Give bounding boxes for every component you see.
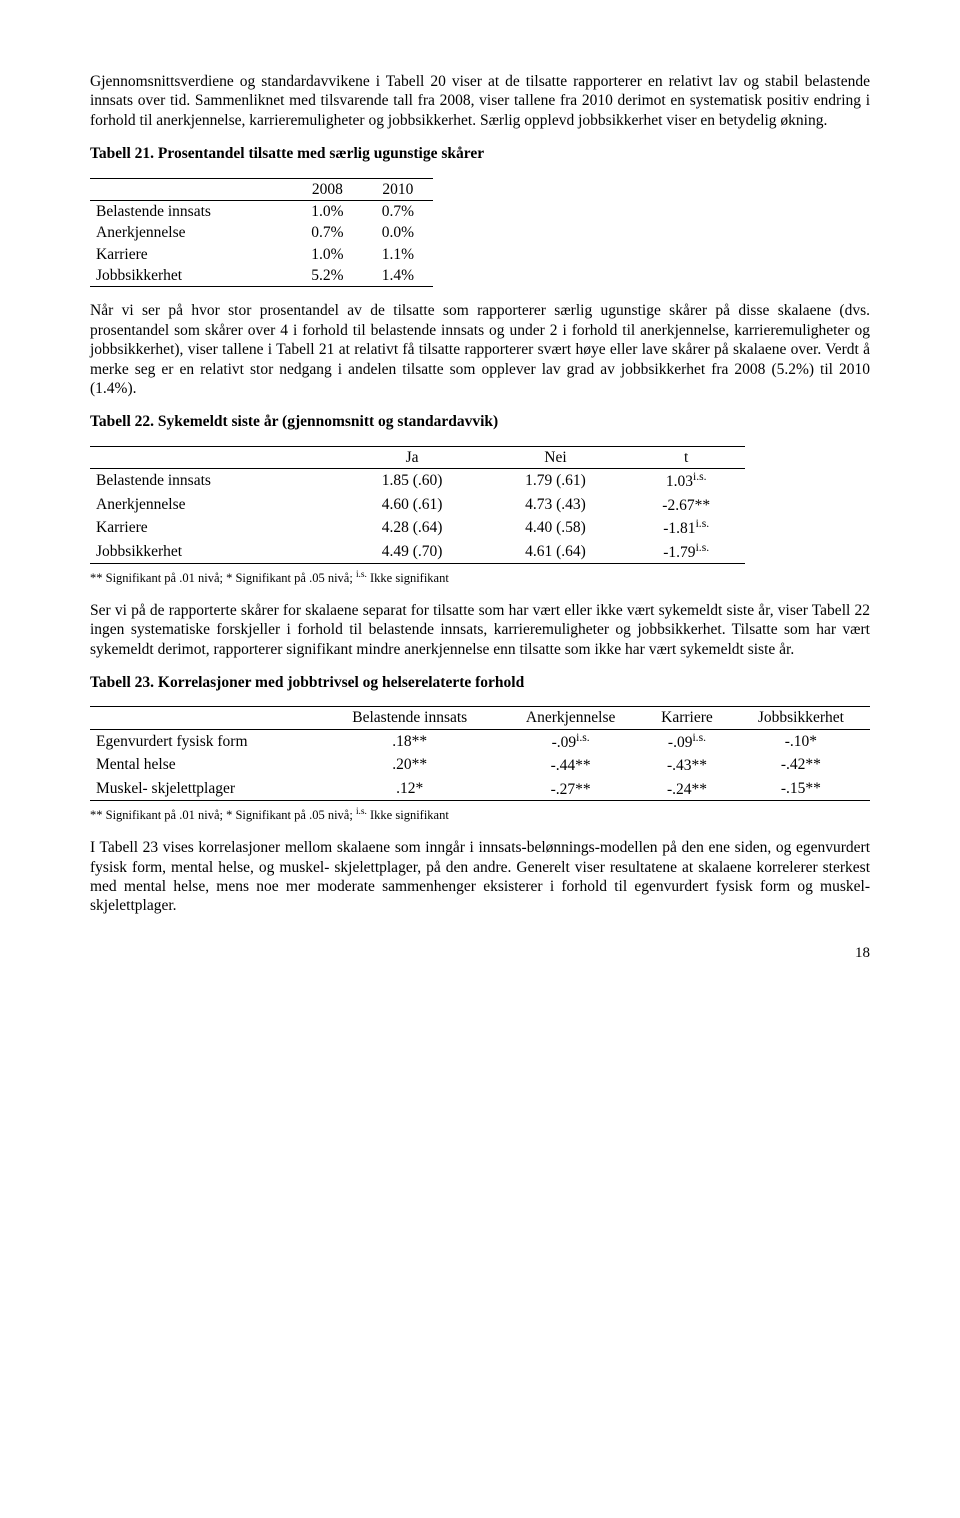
- t23-h4: Jobbsikkerhet: [732, 707, 870, 729]
- cell-value: 4.61 (.64): [484, 540, 627, 564]
- cell-value: .20**: [320, 753, 499, 777]
- paragraph-1: Gjennomsnittsverdiene og standardavviken…: [90, 72, 870, 130]
- t22-h0: [90, 446, 340, 468]
- cell-label: Jobbsikkerhet: [90, 540, 340, 564]
- table-row: Jobbsikkerhet 5.2% 1.4%: [90, 265, 433, 287]
- table-row: Belastende innsats 1.85 (.60) 1.79 (.61)…: [90, 469, 745, 493]
- cell-value: 1.03i.s.: [627, 469, 745, 493]
- table-23-footnote: ** Signifikant på .01 nivå; * Signifikan…: [90, 807, 870, 824]
- t23-h3: Karriere: [642, 707, 732, 729]
- paragraph-3: Ser vi på de rapporterte skårer for skal…: [90, 601, 870, 659]
- cell-label: Egenvurdert fysisk form: [90, 729, 320, 753]
- cell-value: 0.7%: [292, 222, 363, 243]
- cell-label: Anerkjennelse: [90, 493, 340, 517]
- cell-value: .12*: [320, 777, 499, 801]
- cell-value: -.44**: [499, 753, 642, 777]
- cell-label: Jobbsikkerhet: [90, 265, 292, 287]
- cell-value: 1.85 (.60): [340, 469, 483, 493]
- cell-value: -.09i.s.: [642, 729, 732, 753]
- table-23: Belastende innsats Anerkjennelse Karrier…: [90, 706, 870, 801]
- table-21-title: Tabell 21. Prosentandel tilsatte med sær…: [90, 144, 870, 163]
- cell-value: 4.49 (.70): [340, 540, 483, 564]
- table-row: Muskel- skjelettplager .12* -.27** -.24*…: [90, 777, 870, 801]
- cell-value: -.09i.s.: [499, 729, 642, 753]
- cell-value: 5.2%: [292, 265, 363, 287]
- table-23-title: Tabell 23. Korrelasjoner med jobbtrivsel…: [90, 673, 870, 692]
- cell-value: -1.79i.s.: [627, 540, 745, 564]
- cell-value: .18**: [320, 729, 499, 753]
- page-number: 18: [90, 944, 870, 963]
- cell-value: 4.73 (.43): [484, 493, 627, 517]
- t22-h3: t: [627, 446, 745, 468]
- t21-h2: 2010: [363, 178, 434, 200]
- cell-value: 1.0%: [292, 200, 363, 222]
- t22-h2: Nei: [484, 446, 627, 468]
- t21-h0: [90, 178, 292, 200]
- table-row: Belastende innsats 1.0% 0.7%: [90, 200, 433, 222]
- cell-value: 0.7%: [363, 200, 434, 222]
- table-22-title: Tabell 22. Sykemeldt siste år (gjennomsn…: [90, 412, 870, 431]
- cell-value: -2.67**: [627, 493, 745, 517]
- table-row: Mental helse .20** -.44** -.43** -.42**: [90, 753, 870, 777]
- cell-label: Mental helse: [90, 753, 320, 777]
- cell-value: 1.1%: [363, 244, 434, 265]
- table-row: Egenvurdert fysisk form .18** -.09i.s. -…: [90, 729, 870, 753]
- table-21: 2008 2010 Belastende innsats 1.0% 0.7% A…: [90, 178, 433, 288]
- cell-value: 0.0%: [363, 222, 434, 243]
- t21-h1: 2008: [292, 178, 363, 200]
- table-22-footnote: ** Signifikant på .01 nivå; * Signifikan…: [90, 570, 870, 587]
- table-row: Anerkjennelse 4.60 (.61) 4.73 (.43) -2.6…: [90, 493, 745, 517]
- cell-value: -.42**: [732, 753, 870, 777]
- cell-label: Anerkjennelse: [90, 222, 292, 243]
- cell-value: 1.0%: [292, 244, 363, 265]
- table-row: Karriere 4.28 (.64) 4.40 (.58) -1.81i.s.: [90, 516, 745, 540]
- cell-value: -.15**: [732, 777, 870, 801]
- cell-label: Belastende innsats: [90, 469, 340, 493]
- t23-h0: [90, 707, 320, 729]
- t22-h1: Ja: [340, 446, 483, 468]
- t23-h2: Anerkjennelse: [499, 707, 642, 729]
- cell-value: -1.81i.s.: [627, 516, 745, 540]
- paragraph-4: I Tabell 23 vises korrelasjoner mellom s…: [90, 838, 870, 916]
- cell-value: -.24**: [642, 777, 732, 801]
- cell-value: -.43**: [642, 753, 732, 777]
- table-22: Ja Nei t Belastende innsats 1.85 (.60) 1…: [90, 446, 745, 565]
- t23-h1: Belastende innsats: [320, 707, 499, 729]
- cell-value: -.27**: [499, 777, 642, 801]
- cell-value: 4.40 (.58): [484, 516, 627, 540]
- table-row: Anerkjennelse 0.7% 0.0%: [90, 222, 433, 243]
- cell-value: 4.28 (.64): [340, 516, 483, 540]
- cell-value: -.10*: [732, 729, 870, 753]
- cell-value: 1.79 (.61): [484, 469, 627, 493]
- cell-value: 1.4%: [363, 265, 434, 287]
- cell-value: 4.60 (.61): [340, 493, 483, 517]
- cell-label: Karriere: [90, 516, 340, 540]
- cell-label: Muskel- skjelettplager: [90, 777, 320, 801]
- cell-label: Karriere: [90, 244, 292, 265]
- table-row: Jobbsikkerhet 4.49 (.70) 4.61 (.64) -1.7…: [90, 540, 745, 564]
- table-row: Karriere 1.0% 1.1%: [90, 244, 433, 265]
- cell-label: Belastende innsats: [90, 200, 292, 222]
- paragraph-2: Når vi ser på hvor stor prosentandel av …: [90, 301, 870, 398]
